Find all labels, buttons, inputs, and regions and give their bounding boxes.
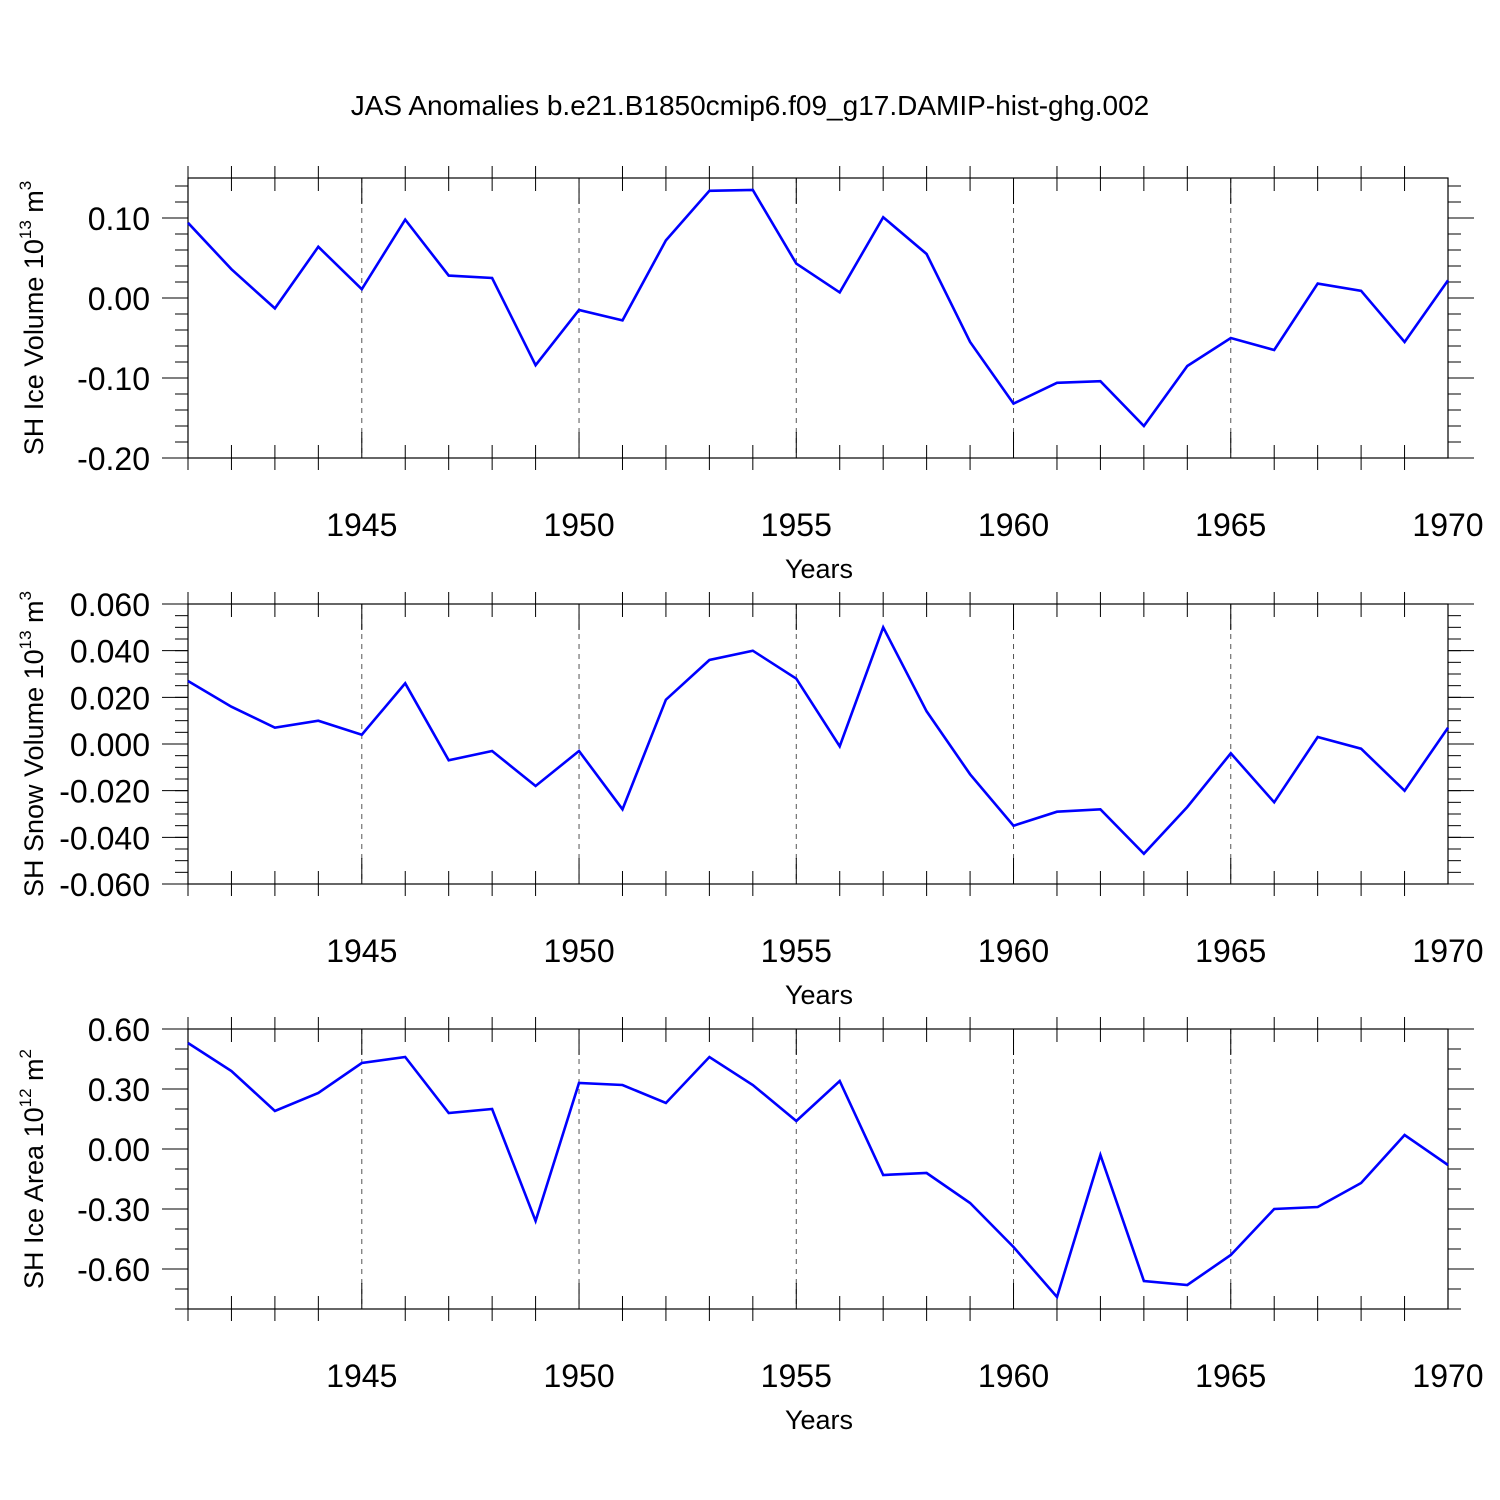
y-tick-label: 0.060 (70, 587, 150, 623)
panel-1: -0.20 -0.10 0.00 0.10 1945 1950 1955 1960 1965 19… (16, 166, 1484, 584)
y-axis-label-superscript: 3 (16, 591, 35, 600)
plot-frame (187, 603, 1449, 885)
y-tick-label: 0.020 (70, 680, 150, 716)
y-axis-label-text: SH Snow Volume 10 (19, 649, 49, 897)
plot-frame (187, 1028, 1449, 1310)
x-tick-label: 1950 (543, 1358, 614, 1394)
series-line (187, 1041, 1449, 1300)
x-tick-label: 1945 (326, 933, 397, 969)
x-tick-label: 1965 (1195, 507, 1266, 543)
y-axis-label-text: SH Ice Volume 10 (19, 239, 49, 455)
x-tick-label: 1945 (326, 507, 397, 543)
y-tick-label: 0.00 (88, 281, 150, 317)
x-tick-label: 1955 (761, 933, 832, 969)
x-tick-label: 1955 (761, 1358, 832, 1394)
x-tick-label: 1965 (1195, 933, 1266, 969)
y-axis-label-text: m (19, 600, 49, 630)
y-tick-label: 0.30 (88, 1072, 150, 1108)
y-tick-label: 0.040 (70, 634, 150, 670)
x-tick-label: 1945 (326, 1358, 397, 1394)
y-axis-label-superscript: 3 (16, 181, 35, 190)
y-axis-label: SH Ice Area 1012 m2 (16, 1049, 49, 1289)
y-tick-label: 0.00 (88, 1132, 150, 1168)
y-tick-label: -0.020 (59, 774, 150, 810)
x-tick-label: 1970 (1412, 933, 1483, 969)
x-tick-label: 1955 (761, 507, 832, 543)
y-tick-label: -0.060 (59, 867, 150, 903)
x-tick-label: 1970 (1412, 507, 1483, 543)
y-axis-label-text: m (19, 190, 49, 220)
y-tick-label: -0.040 (59, 820, 150, 856)
figure-title: JAS Anomalies b.e21.B1850cmip6.f09_g17.D… (351, 90, 1149, 121)
x-axis-label: Years (785, 554, 853, 584)
y-axis-label: SH Ice Volume 1013 m3 (16, 181, 49, 456)
x-tick-label: 1965 (1195, 1358, 1266, 1394)
y-tick-label: -0.10 (77, 361, 150, 397)
x-tick-label: 1950 (543, 933, 614, 969)
x-tick-label: 1960 (978, 1358, 1049, 1394)
y-tick-label: -0.60 (77, 1252, 150, 1288)
y-axis-label-superscript: 13 (16, 220, 35, 239)
y-tick-label: -0.30 (77, 1192, 150, 1228)
plot-frame (187, 177, 1449, 459)
y-tick-label: 0.000 (70, 727, 150, 763)
y-axis-label: SH Snow Volume 1013 m3 (16, 591, 49, 897)
panel-2: -0.060 -0.040 -0.020 0.000 0.020 0.040 0.060 19… (16, 587, 1484, 1010)
x-tick-label: 1950 (543, 507, 614, 543)
y-tick-label: 0.60 (88, 1012, 150, 1048)
y-axis-label-text: SH Ice Area 10 (19, 1107, 49, 1289)
y-axis-label-superscript: 2 (16, 1049, 35, 1058)
x-tick-label: 1960 (978, 507, 1049, 543)
x-axis-label: Years (785, 1405, 853, 1435)
y-tick-label: -0.20 (77, 441, 150, 477)
series-line (187, 188, 1450, 429)
y-tick-label: 0.10 (88, 201, 150, 237)
y-axis-label-superscript: 13 (16, 630, 35, 649)
x-tick-label: 1960 (978, 933, 1049, 969)
y-axis-label-text: m (19, 1058, 49, 1088)
y-axis-label-superscript: 12 (16, 1088, 35, 1107)
panel-3: -0.60 -0.30 0.00 0.30 0.60 1945 1950 1955 1960 19… (16, 1012, 1484, 1435)
series-line (187, 624, 1450, 856)
x-tick-label: 1970 (1412, 1358, 1483, 1394)
x-axis-label: Years (785, 980, 853, 1010)
